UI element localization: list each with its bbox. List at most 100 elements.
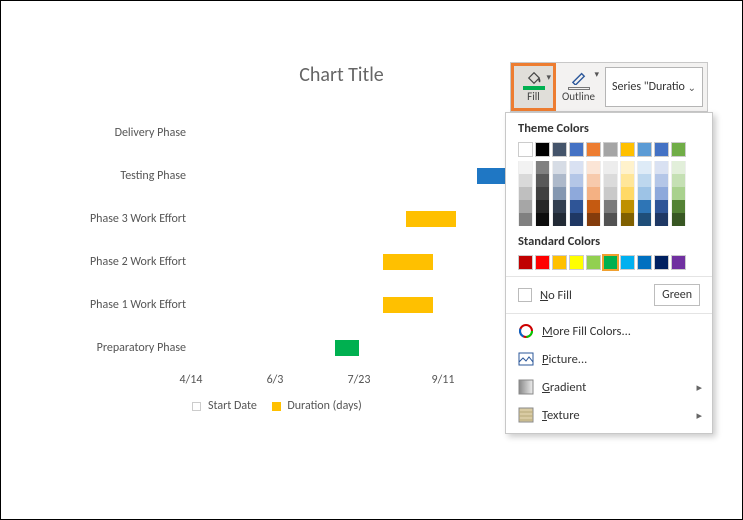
x-tick: 7/23 (348, 373, 371, 387)
theme-shade-swatch[interactable] (654, 187, 669, 200)
series-selector[interactable]: Series "Duratio ⌄ (605, 67, 703, 107)
theme-shade-swatch[interactable] (569, 200, 584, 213)
gantt-row: Phase 1 Work Effort (76, 283, 536, 326)
more-fill-colors-item[interactable]: More Fill Colors... (506, 317, 712, 345)
standard-color-swatch[interactable] (620, 255, 635, 270)
theme-shade-swatch[interactable] (586, 187, 601, 200)
chevron-down-icon: ▾ (546, 72, 551, 83)
theme-shade-swatch[interactable] (569, 161, 584, 174)
theme-color-swatch[interactable] (620, 142, 635, 157)
theme-shade-swatch[interactable] (518, 213, 533, 226)
theme-shade-swatch[interactable] (620, 174, 635, 187)
theme-shade-swatch[interactable] (552, 174, 567, 187)
gantt-chart[interactable]: Delivery PhaseTesting PhasePhase 3 Work … (76, 111, 536, 371)
gantt-row: Delivery Phase (76, 111, 536, 154)
theme-shade-swatch[interactable] (671, 213, 686, 226)
theme-shade-swatch[interactable] (671, 174, 686, 187)
theme-color-swatch[interactable] (586, 142, 601, 157)
theme-shade-swatch[interactable] (603, 213, 618, 226)
theme-shade-swatch[interactable] (637, 174, 652, 187)
theme-shade-swatch[interactable] (654, 213, 669, 226)
theme-color-swatch[interactable] (654, 142, 669, 157)
theme-shade-swatch[interactable] (603, 161, 618, 174)
row-label: Preparatory Phase (66, 341, 186, 355)
theme-shade-swatch[interactable] (518, 161, 533, 174)
theme-color-swatch[interactable] (603, 142, 618, 157)
theme-shade-swatch[interactable] (586, 213, 601, 226)
theme-shade-swatch[interactable] (654, 200, 669, 213)
theme-shade-swatch[interactable] (535, 200, 550, 213)
theme-color-swatch[interactable] (569, 142, 584, 157)
fill-button[interactable]: Fill ▾ (511, 63, 556, 111)
standard-color-swatch[interactable] (637, 255, 652, 270)
theme-shade-swatch[interactable] (637, 161, 652, 174)
chevron-down-icon: ⌄ (688, 81, 696, 94)
standard-color-swatch[interactable] (603, 255, 618, 270)
theme-shade-swatch[interactable] (603, 187, 618, 200)
duration-bar[interactable] (383, 254, 433, 270)
legend-start-label: Start Date (208, 399, 257, 413)
theme-shade-swatch[interactable] (637, 213, 652, 226)
row-label: Phase 2 Work Effort (66, 255, 186, 269)
theme-shade-swatch[interactable] (620, 200, 635, 213)
standard-color-swatch[interactable] (569, 255, 584, 270)
texture-fill-item[interactable]: Texture ▸ (506, 401, 712, 429)
theme-shade-swatch[interactable] (535, 213, 550, 226)
gradient-fill-item[interactable]: Gradient ▸ (506, 373, 712, 401)
standard-color-swatch[interactable] (671, 255, 686, 270)
duration-bar[interactable] (383, 297, 433, 313)
theme-shade-swatch[interactable] (552, 200, 567, 213)
theme-color-swatch[interactable] (518, 142, 533, 157)
mini-toolbar: Fill ▾ Outline ▾ Series "Duratio ⌄ (510, 62, 708, 112)
duration-bar[interactable] (335, 340, 359, 356)
theme-shade-swatch[interactable] (569, 213, 584, 226)
theme-shade-swatch[interactable] (620, 213, 635, 226)
theme-color-swatch[interactable] (637, 142, 652, 157)
theme-shade-swatch[interactable] (586, 161, 601, 174)
outline-button[interactable]: Outline ▾ (556, 63, 601, 111)
theme-shade-swatch[interactable] (552, 161, 567, 174)
theme-shade-swatch[interactable] (569, 174, 584, 187)
standard-color-swatch[interactable] (586, 255, 601, 270)
standard-color-swatch[interactable] (518, 255, 533, 270)
theme-shade-swatch[interactable] (518, 174, 533, 187)
theme-shade-swatch[interactable] (637, 200, 652, 213)
duration-bar[interactable] (406, 211, 456, 227)
theme-color-swatch[interactable] (535, 142, 550, 157)
picture-fill-item[interactable]: Picture... (506, 345, 712, 373)
theme-shade-swatch[interactable] (637, 187, 652, 200)
theme-shade-swatch[interactable] (518, 200, 533, 213)
theme-shade-swatch[interactable] (603, 174, 618, 187)
theme-shade-swatch[interactable] (671, 200, 686, 213)
no-fill-item[interactable]: No Fill Green (506, 280, 712, 310)
gantt-row: Phase 2 Work Effort (76, 240, 536, 283)
theme-color-row (506, 142, 712, 157)
submenu-arrow-icon: ▸ (696, 409, 702, 422)
theme-shade-swatch[interactable] (535, 187, 550, 200)
theme-shade-swatch[interactable] (586, 200, 601, 213)
theme-shade-swatch[interactable] (569, 187, 584, 200)
outline-label: Outline (562, 90, 595, 103)
standard-color-swatch[interactable] (552, 255, 567, 270)
theme-shade-swatch[interactable] (535, 161, 550, 174)
theme-shade-swatch[interactable] (671, 187, 686, 200)
theme-shade-swatch[interactable] (552, 213, 567, 226)
legend-swatch-start (192, 402, 201, 411)
theme-shade-swatch[interactable] (552, 187, 567, 200)
theme-shade-swatch[interactable] (535, 174, 550, 187)
theme-shade-swatch[interactable] (654, 174, 669, 187)
gantt-row: Testing Phase (76, 154, 536, 197)
theme-color-swatch[interactable] (671, 142, 686, 157)
standard-color-swatch[interactable] (535, 255, 550, 270)
theme-shade-swatch[interactable] (603, 200, 618, 213)
theme-shade-swatch[interactable] (586, 174, 601, 187)
theme-shade-swatch[interactable] (518, 187, 533, 200)
theme-shade-swatch[interactable] (620, 161, 635, 174)
theme-shade-swatch[interactable] (671, 161, 686, 174)
theme-color-swatch[interactable] (552, 142, 567, 157)
pen-icon (570, 71, 588, 85)
theme-shade-swatch[interactable] (620, 187, 635, 200)
gantt-row: Phase 3 Work Effort (76, 197, 536, 240)
standard-color-swatch[interactable] (654, 255, 669, 270)
theme-shade-swatch[interactable] (654, 161, 669, 174)
